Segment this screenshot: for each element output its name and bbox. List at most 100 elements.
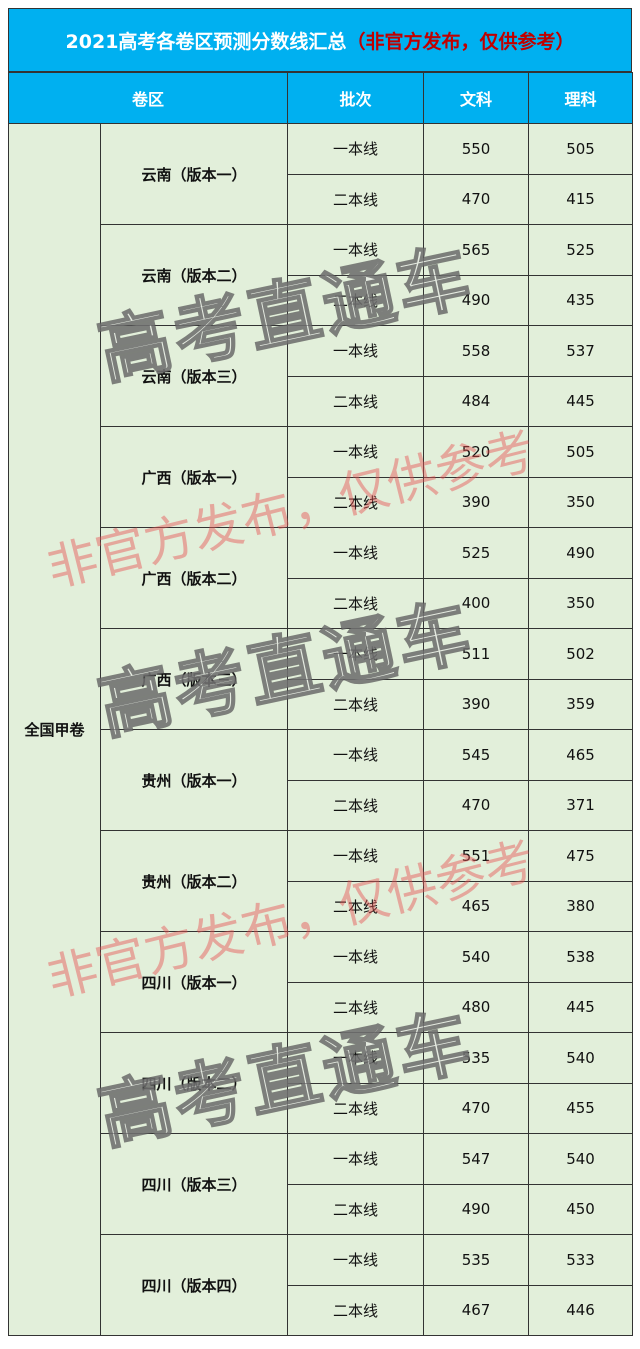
like-cell: 538: [528, 931, 634, 983]
table-row: 二本线 470 415: [9, 173, 634, 225]
table-row: 二本线 467 446: [9, 1284, 634, 1336]
batch-cell: 二本线: [287, 981, 425, 1033]
wenke-cell: 390: [423, 678, 530, 730]
like-cell: 525: [528, 224, 634, 276]
wenke-cell: 490: [423, 1183, 530, 1235]
batch-cell: 一本线: [287, 123, 425, 175]
wenke-cell: 558: [423, 325, 530, 377]
title-note: （非官方发布，仅供参考）: [346, 30, 575, 53]
batch-cell: 二本线: [287, 173, 425, 225]
region-cell: 广西（版本一）: [99, 426, 289, 528]
table-row: 二本线 465 380: [9, 880, 634, 932]
wenke-cell: 535: [423, 1234, 530, 1286]
table-row: 二本线 390 350: [9, 476, 634, 528]
header-batch: 批次: [287, 72, 425, 124]
like-cell: 505: [528, 123, 634, 175]
wenke-cell: 535: [423, 1032, 530, 1084]
table-row: 云南（版本二） 一本线 565 525: [9, 224, 634, 326]
batch-cell: 一本线: [287, 527, 425, 579]
wenke-cell: 390: [423, 476, 530, 528]
table-row: 广西（版本二） 一本线 525 490: [9, 527, 634, 629]
like-cell: 371: [528, 779, 634, 831]
table-row: 全国甲卷 云南（版本一） 一本线 550 505: [8, 123, 634, 1336]
table-row: 二本线 470 455: [9, 1082, 634, 1134]
score-table-container: 2021高考各卷区预测分数线汇总 （非官方发布，仅供参考） 卷区 批次 文科 理科…: [7, 8, 634, 1336]
wenke-cell: 547: [423, 1133, 530, 1185]
table-row: 四川（版本二） 一本线 535 540: [9, 1032, 634, 1134]
header-region: 卷区: [7, 72, 289, 124]
batch-cell: 二本线: [287, 476, 425, 528]
table-row: 二本线 490 450: [9, 1183, 634, 1235]
wenke-cell: 520: [423, 426, 530, 478]
batch-cell: 二本线: [287, 1082, 425, 1134]
table-row: 四川（版本三） 一本线 547 540: [9, 1133, 634, 1235]
region-cell: 广西（版本三）: [99, 628, 289, 730]
table-row: 广西（版本一） 一本线 520 505: [9, 426, 634, 528]
batch-cell: 二本线: [287, 577, 425, 629]
table-row: 二本线 480 445: [9, 981, 634, 1033]
table-row: 贵州（版本一） 一本线 545 465: [9, 729, 634, 831]
wenke-cell: 480: [423, 981, 530, 1033]
like-cell: 533: [528, 1234, 634, 1286]
like-cell: 450: [528, 1183, 634, 1235]
like-cell: 445: [528, 375, 634, 427]
region-cell: 四川（版本三）: [99, 1133, 289, 1235]
table-row: 二本线 390 359: [9, 678, 634, 730]
region-cell: 云南（版本一）: [99, 123, 289, 225]
region-cell: 四川（版本一）: [99, 931, 289, 1033]
paper-cell: 全国甲卷: [8, 123, 101, 1336]
table-row: 二本线 470 371: [9, 779, 634, 831]
region-cell: 广西（版本二）: [99, 527, 289, 629]
batch-cell: 二本线: [287, 880, 425, 932]
table-row: 二本线 484 445: [9, 375, 634, 427]
region-cell: 云南（版本二）: [99, 224, 289, 326]
title-main: 2021高考各卷区预测分数线汇总: [65, 30, 347, 53]
like-cell: 537: [528, 325, 634, 377]
wenke-cell: 550: [423, 123, 530, 175]
wenke-cell: 540: [423, 931, 530, 983]
table-row: 云南（版本三） 一本线 558 537: [9, 325, 634, 427]
table-row: 二本线 400 350: [9, 577, 634, 629]
like-cell: 502: [528, 628, 634, 680]
wenke-cell: 484: [423, 375, 530, 427]
wenke-cell: 511: [423, 628, 530, 680]
batch-cell: 二本线: [287, 375, 425, 427]
wenke-cell: 525: [423, 527, 530, 579]
like-cell: 475: [528, 830, 634, 882]
wenke-cell: 470: [423, 1082, 530, 1134]
table-title: 2021高考各卷区预测分数线汇总 （非官方发布，仅供参考）: [8, 8, 632, 72]
table-row: 四川（版本四） 一本线 535 533: [9, 1234, 634, 1336]
like-cell: 350: [528, 476, 634, 528]
wenke-cell: 467: [423, 1284, 530, 1336]
score-table: 卷区 批次 文科 理科 全国甲卷 云南（版本一） 一本线 550 505 二本线 470 41…: [7, 72, 634, 1336]
batch-cell: 一本线: [287, 931, 425, 983]
header-like: 理科: [528, 72, 634, 124]
like-cell: 435: [528, 274, 634, 326]
batch-cell: 一本线: [287, 1234, 425, 1286]
region-cell: 贵州（版本二）: [99, 830, 289, 932]
header-wenke: 文科: [423, 72, 530, 124]
batch-cell: 二本线: [287, 678, 425, 730]
table-row: 二本线 490 435: [9, 274, 634, 326]
wenke-cell: 565: [423, 224, 530, 276]
batch-cell: 一本线: [287, 628, 425, 680]
batch-cell: 一本线: [287, 830, 425, 882]
region-cell: 四川（版本四）: [99, 1234, 289, 1336]
wenke-cell: 465: [423, 880, 530, 932]
header-row: 卷区 批次 文科 理科: [7, 72, 634, 124]
like-cell: 446: [528, 1284, 634, 1336]
like-cell: 540: [528, 1133, 634, 1185]
like-cell: 505: [528, 426, 634, 478]
table-row: 四川（版本一） 一本线 540 538: [9, 931, 634, 1033]
like-cell: 359: [528, 678, 634, 730]
wenke-cell: 551: [423, 830, 530, 882]
like-cell: 445: [528, 981, 634, 1033]
wenke-cell: 490: [423, 274, 530, 326]
batch-cell: 二本线: [287, 274, 425, 326]
batch-cell: 一本线: [287, 729, 425, 781]
like-cell: 465: [528, 729, 634, 781]
batch-cell: 一本线: [287, 224, 425, 276]
region-cell: 贵州（版本一）: [99, 729, 289, 831]
like-cell: 490: [528, 527, 634, 579]
batch-cell: 一本线: [287, 1032, 425, 1084]
